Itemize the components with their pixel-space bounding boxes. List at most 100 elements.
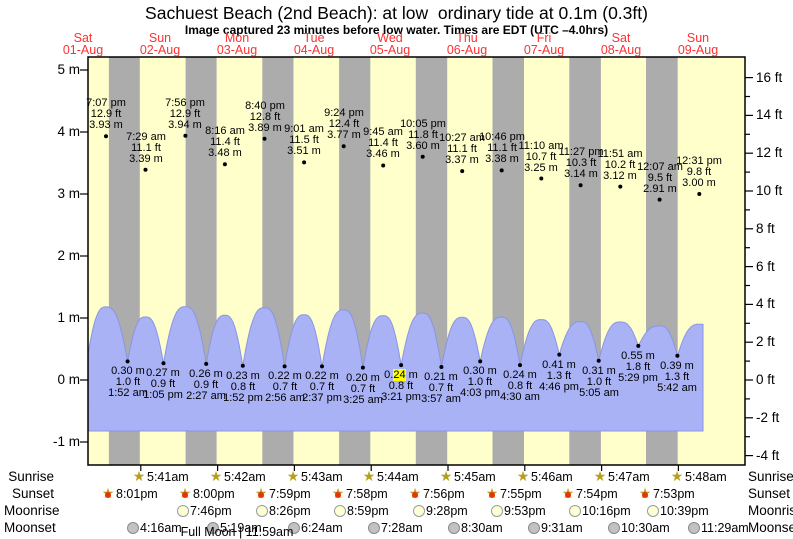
high-tide-annotation: 10:05 pm 11.8 ft 3.60 m: [384, 119, 462, 152]
sunrise-marker: ★ 5:42am: [209, 469, 266, 484]
low-tide-annotation: 0.23 m 0.8 ft 1:52 pm: [204, 371, 282, 404]
high-tide-feet: 11.1 ft: [487, 142, 517, 154]
day-name: Sun: [686, 31, 710, 45]
full-moon-note: Full Moon | 11:59am: [180, 525, 294, 539]
high-tide-metres: 3.39 m: [129, 153, 163, 165]
right-axis-label: 4 ft: [756, 296, 775, 311]
moonset-marker: 10:30am: [608, 520, 670, 535]
day-date: 03-Aug: [216, 42, 258, 57]
high-tide-feet: 12.9 ft: [169, 108, 201, 120]
day-label: Sun 09-Aug: [666, 31, 730, 56]
sunrise-time: 5:45am: [454, 469, 496, 484]
low-tide-annotation: 0.22 m 0.7 ft 2:56 am: [246, 371, 324, 404]
moonrise-marker: 10:39pm: [647, 503, 709, 518]
low-tide-metres: 0.41 m: [542, 359, 576, 371]
moonset-icon: [448, 521, 460, 534]
moonrise-icon: [413, 504, 425, 517]
low-tide-feet: 0.8 ft: [507, 380, 533, 392]
high-tide-metres: 3.38 m: [485, 153, 519, 165]
low-tide-time: 1:52 am: [108, 387, 148, 399]
moonrise-time: 9:53pm: [504, 503, 546, 518]
day-name: Wed: [377, 31, 403, 45]
sunset-icon: ★: [254, 485, 268, 501]
high-tide-feet: 11.4 ft: [368, 137, 398, 149]
high-tide-time: 10:46 pm: [479, 131, 525, 143]
high-tide-metres: 3.51 m: [287, 145, 321, 157]
low-tide-dot: [399, 363, 404, 368]
low-tide-metres: 0.24 m: [503, 369, 537, 381]
high-tide-dot: [222, 162, 227, 167]
moonset-marker: 8:30am: [448, 520, 503, 535]
moonset-time: 8:30am: [461, 520, 503, 535]
high-tide-dot: [381, 163, 386, 168]
high-tide-metres: 3.93 m: [89, 119, 123, 131]
sunrise-icon: ★: [362, 468, 376, 484]
sunrise-icon: ★: [132, 468, 146, 484]
high-tide-dot: [104, 134, 108, 139]
sunrise-icon: ★: [593, 468, 607, 484]
day-name: Tue: [303, 31, 325, 45]
low-tide-time: 4:46 pm: [539, 381, 579, 393]
high-tide-metres: 3.60 m: [406, 140, 440, 152]
high-tide-annotation: 8:16 am 11.4 ft 3.48 m: [186, 126, 264, 159]
low-tide-annotation: 0.41 m 1.3 ft 4:46 pm: [520, 360, 598, 393]
right-axis-label: 8 ft: [756, 221, 775, 236]
moonset-time: 5:19am: [220, 520, 262, 535]
low-tide-dot: [125, 359, 130, 364]
right-axis-label: 2 ft: [756, 334, 775, 349]
chart-title: Sachuest Beach (2nd Beach): at low ordin…: [145, 3, 648, 23]
sunrise-marker: ★ 5:44am: [362, 469, 419, 484]
moonset-time: 10:30am: [621, 520, 670, 535]
high-tide-annotation: 9:01 am 11.5 ft 3.51 m: [265, 124, 343, 157]
day-name: Mon: [224, 31, 250, 45]
high-tide-dot: [420, 154, 425, 159]
day-label: Sun 02-Aug: [128, 32, 192, 56]
high-tide-feet: 11.4 ft: [210, 136, 240, 148]
low-tide-time: 3:57 am: [421, 393, 461, 405]
day-label: Sat 08-Aug: [589, 32, 653, 56]
sunrise-icon: ★: [286, 468, 300, 484]
low-tide-feet: 0.7 ft: [428, 382, 454, 394]
high-tide-annotation: 12:07 am 9.5 ft 2.91 m: [621, 162, 699, 195]
moonset-marker: 11:29am: [688, 520, 749, 535]
high-tide-metres: 3.14 m: [564, 168, 598, 180]
low-tide-metres: 0.27 m: [146, 367, 180, 379]
sunset-time: 7:53pm: [653, 486, 695, 501]
sunset-time: 8:00pm: [193, 486, 235, 501]
high-tide-time: 11:27 pm: [558, 146, 604, 158]
high-tide-metres: 3.94 m: [168, 119, 202, 131]
low-tide-metres: 0.22 m: [305, 370, 339, 382]
sunset-marker: ★ 7:58pm: [331, 486, 388, 501]
right-axis-label: 0 ft: [756, 372, 775, 387]
sunrise-marker: ★ 5:41am: [132, 469, 189, 484]
low-tide-time: 1:05 pm: [143, 389, 183, 401]
moonset-marker: 7:28am: [368, 520, 423, 535]
moonset-time: 4:16am: [140, 520, 182, 535]
moonset-row-label-left: Moonset: [4, 520, 56, 535]
sunset-marker: ★ 7:56pm: [408, 486, 465, 501]
day-date: 07-Aug: [523, 42, 565, 57]
low-tide-feet: 0.8 ft: [388, 380, 414, 392]
moonset-icon: [528, 521, 540, 534]
low-tide-dot: [518, 363, 522, 368]
left-axis-label: 5 m: [57, 62, 80, 77]
day-name: Thu: [456, 31, 478, 45]
high-tide-dot: [183, 133, 188, 138]
low-tide-annotation: 0.30 m 1.0 ft 1:52 am: [89, 366, 167, 399]
sunset-time: 8:01pm: [116, 486, 158, 501]
high-tide-feet: 11.5 ft: [289, 134, 319, 146]
day-label: Tue 04-Aug: [282, 31, 346, 56]
moonset-icon: [368, 521, 380, 534]
high-tide-dot: [341, 144, 346, 149]
high-tide-annotation: 12:31 pm 9.8 ft 3.00 m: [660, 156, 738, 189]
high-tide-feet: 10.3 ft: [565, 157, 597, 169]
high-tide-metres: 3.25 m: [524, 162, 558, 174]
sunset-marker: ★ 7:53pm: [638, 486, 695, 501]
low-tide-dot: [282, 364, 287, 369]
moonrise-icon: [569, 504, 581, 517]
day-label: Thu 06-Aug: [435, 31, 499, 56]
right-axis-label: -4 ft: [756, 448, 780, 463]
low-tide-time: 3:25 am: [343, 394, 383, 406]
moonrise-icon: [177, 504, 189, 517]
moonrise-time: 8:26pm: [269, 503, 311, 518]
